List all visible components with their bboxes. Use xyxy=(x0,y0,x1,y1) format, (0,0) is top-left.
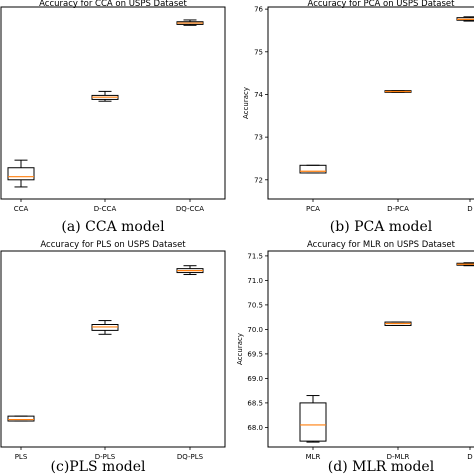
x-tick-label: D-CCA xyxy=(94,205,117,213)
y-tick-label: 69.0 xyxy=(247,375,263,383)
y-tick-label: 73 xyxy=(254,134,263,142)
box-iqr xyxy=(7,167,35,181)
box-iqr xyxy=(299,164,327,174)
x-tick-label: D-PLS xyxy=(95,453,116,461)
y-tick-label: 71.5 xyxy=(247,252,263,260)
x-tick-label: D-PCA xyxy=(387,205,409,213)
y-tick-label: 70.5 xyxy=(247,301,263,309)
plot-area xyxy=(267,250,474,448)
x-tick-label: D xyxy=(467,205,472,213)
x-tick-label: PLS xyxy=(15,453,28,461)
y-axis-label: Accuracy xyxy=(236,333,244,365)
box-iqr xyxy=(299,402,327,442)
panel-title: Accuracy for MLR on USPS Dataset xyxy=(307,240,456,250)
y-tick-label: 68.5 xyxy=(247,399,263,407)
y-tick-label: 74 xyxy=(254,91,263,99)
panel-cca: Accuracy for CCA on USPS Dataset CCA D-CC… xyxy=(0,0,226,235)
plot-area xyxy=(0,250,226,448)
y-tick-label: 76 xyxy=(254,6,263,14)
panel-pca: Accuracy for PCA on USPS Dataset Accurac… xyxy=(242,0,474,235)
y-tick-label: 72 xyxy=(254,176,263,184)
panel-caption: (a) CCA model xyxy=(61,219,165,235)
y-tick-label: 69.5 xyxy=(247,350,263,358)
panel-caption: (b) PCA model xyxy=(330,219,433,235)
box-iqr xyxy=(7,415,35,422)
x-tick-label: DQ-CCA xyxy=(176,205,204,213)
y-tick-label: 75 xyxy=(254,48,263,56)
x-tick-label: MLR xyxy=(306,453,321,461)
panel-caption: (d) MLR model xyxy=(328,459,435,474)
panel-title: Accuracy for PLS on USPS Dataset xyxy=(40,240,186,250)
plot-marks: PLS D-PLS DQ-PLS xyxy=(7,265,204,461)
y-tick-label: 68.0 xyxy=(247,424,263,432)
plot-marks: 68.0 68.5 69.0 69.5 70.0 70.5 71.0 71.5 MLR D-MLR… xyxy=(247,252,474,461)
panel-pls: Accuracy for PLS on USPS Dataset PLS D-PL… xyxy=(0,240,226,474)
panel-title: Accuracy for CCA on USPS Dataset xyxy=(39,0,187,9)
plot-marks: 72 73 74 75 76 PCA D-PCA D xyxy=(254,6,474,213)
x-tick-label: D-MLR xyxy=(387,453,410,461)
x-tick-label: DQ-PLS xyxy=(177,453,204,461)
x-tick-label: CCA xyxy=(14,205,29,213)
x-tick-label: PCA xyxy=(306,205,320,213)
panel-title: Accuracy for PCA on USPS Dataset xyxy=(308,0,456,9)
plot-area xyxy=(0,6,226,200)
y-axis-label: Accuracy xyxy=(242,87,250,119)
y-tick-label: 71.0 xyxy=(247,277,263,285)
panel-mlr: Accuracy for MLR on USPS Dataset Accurac… xyxy=(236,240,474,474)
x-tick-label: D xyxy=(467,453,472,461)
panel-caption: (c)PLS model xyxy=(51,459,146,474)
plot-marks: CCA D-CCA DQ-CCA xyxy=(7,19,204,213)
y-tick-label: 70.0 xyxy=(247,326,263,334)
plot-area xyxy=(267,6,474,200)
